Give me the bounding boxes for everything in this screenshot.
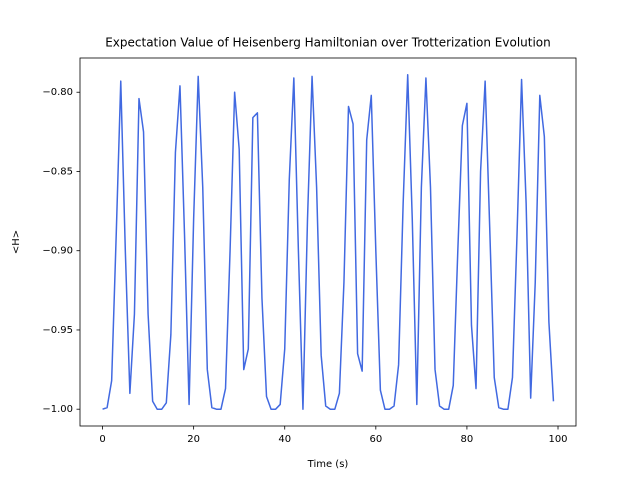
x-tick-label: 100	[548, 434, 567, 445]
y-tick-label: −0.90	[42, 246, 73, 257]
y-axis-label: <H>	[11, 230, 22, 254]
line-series	[102, 74, 555, 410]
y-tick-label: −0.85	[42, 166, 73, 177]
x-tick-label: 20	[187, 434, 200, 445]
x-tick-label: 60	[369, 434, 382, 445]
chart-title: Expectation Value of Heisenberg Hamilton…	[105, 36, 551, 50]
x-axis-label: Time (s)	[307, 459, 349, 470]
y-tick-label: −0.80	[42, 87, 73, 98]
x-tick-label: 0	[99, 434, 105, 445]
axes-frame	[79, 57, 577, 427]
x-tick-label: 80	[461, 434, 474, 445]
x-tick-label: 40	[278, 434, 291, 445]
y-tick-label: −0.95	[42, 325, 73, 336]
y-tick-label: −1.00	[42, 404, 73, 415]
